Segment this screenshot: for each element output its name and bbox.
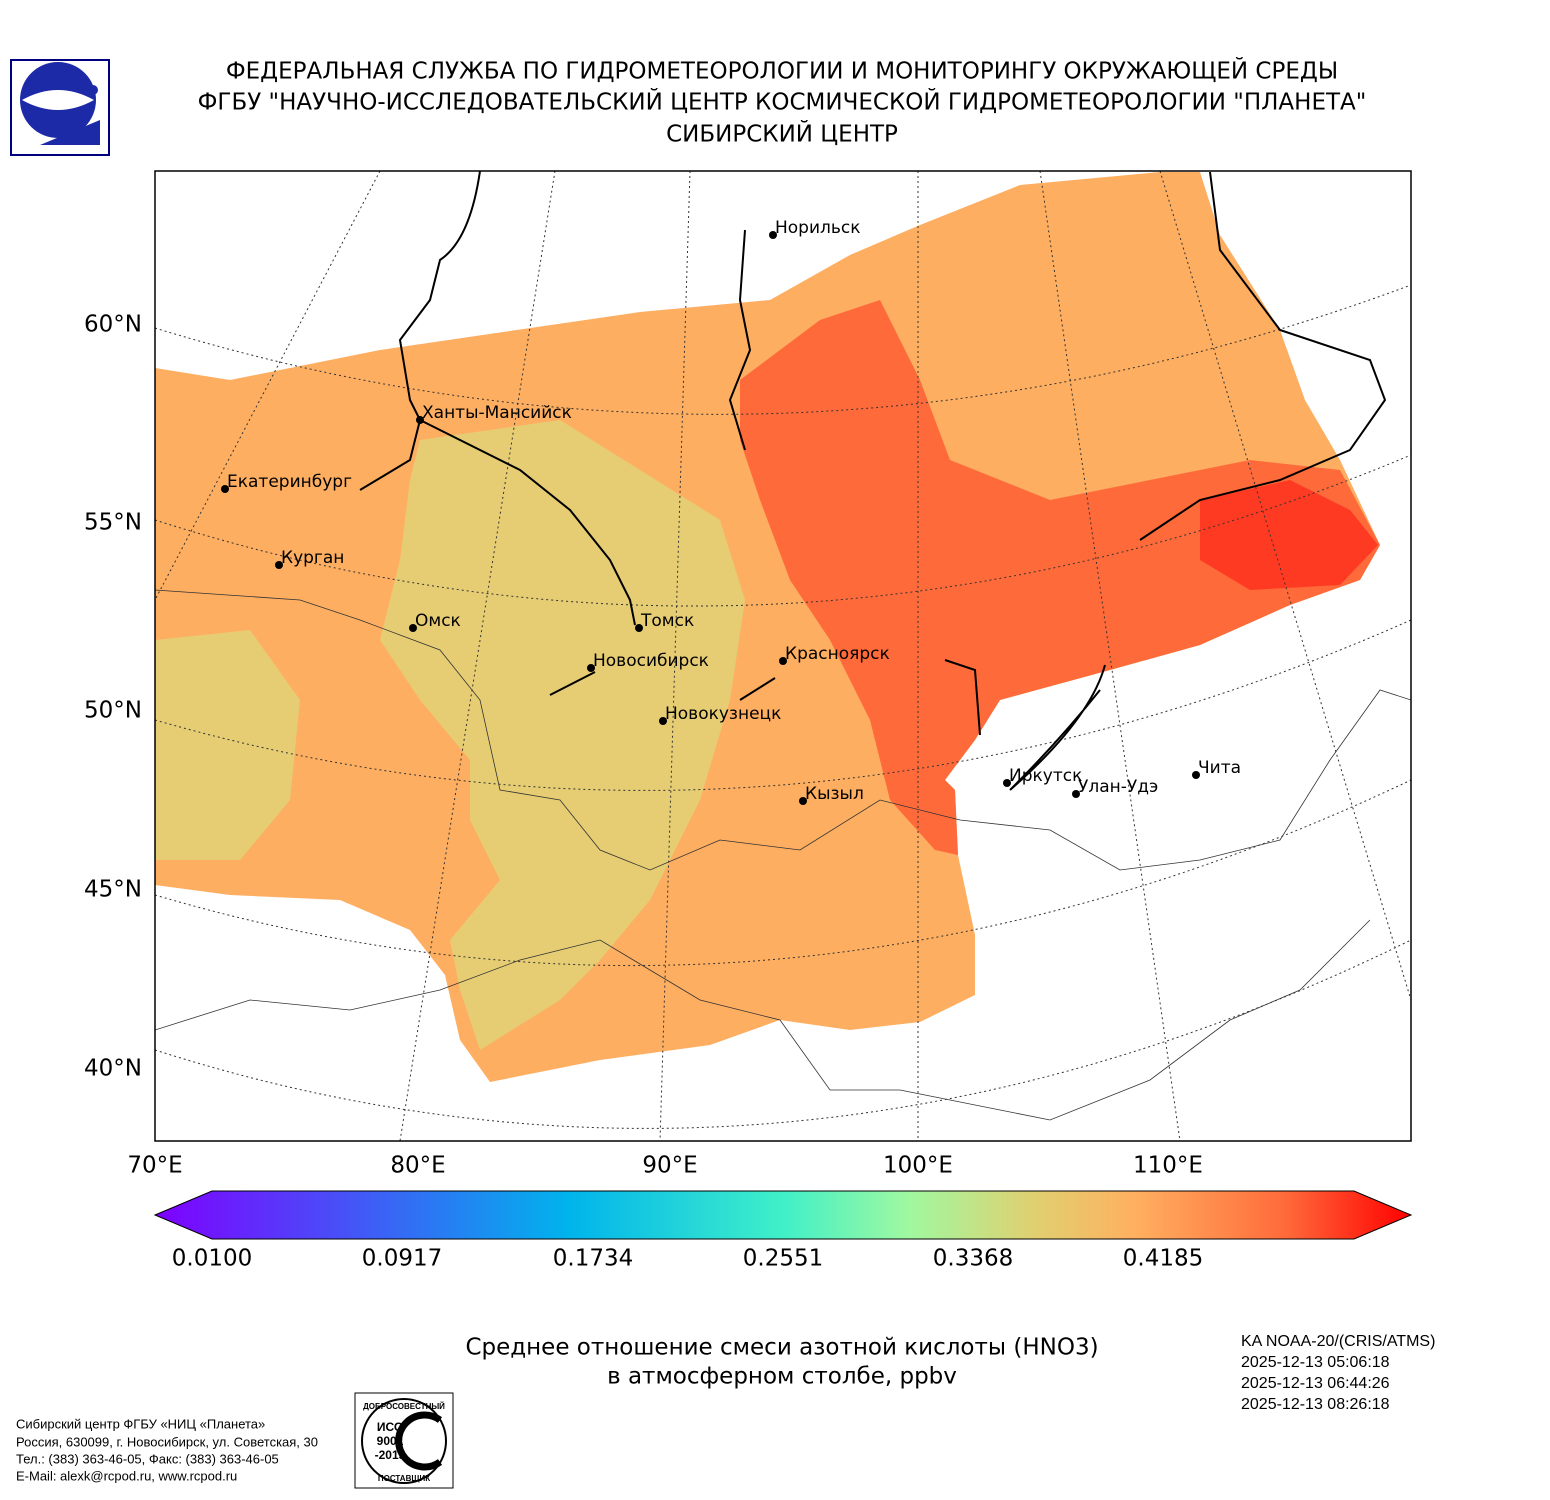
city-label: Екатеринбург xyxy=(227,472,352,492)
colorbar-tick-label: 0.2551 xyxy=(743,1246,823,1272)
colorbar-tick-label: 0.4185 xyxy=(1123,1246,1203,1272)
logo xyxy=(10,59,110,156)
lat-label: 40°N xyxy=(84,1056,142,1082)
iso-top: ДОБРОСОВЕСТНЫЙ xyxy=(363,1402,445,1411)
data-field-low xyxy=(380,420,745,1050)
colorbar-tick-label: 0.1734 xyxy=(553,1246,633,1272)
city-dot xyxy=(275,561,283,569)
colorbar xyxy=(153,1190,1413,1240)
colorbar-tick-label: 0.0100 xyxy=(172,1246,252,1272)
city-label: Кызыл xyxy=(805,784,864,804)
colorbar-tick-label: 0.0917 xyxy=(362,1246,442,1272)
city-dot xyxy=(1072,790,1080,798)
iso-logo: ДОБРОСОВЕСТНЫЙ ИСО 9001 -2015 ПОСТАВЩИК xyxy=(354,1392,454,1489)
iso-text: -2015 xyxy=(375,1448,406,1462)
lon-label: 110°E xyxy=(1133,1153,1203,1179)
footer-line: Россия, 630099, г. Новосибирск, ул. Сове… xyxy=(16,1434,318,1449)
lon-label: 90°E xyxy=(642,1153,697,1179)
footer-line: Сибирский центр ФГБУ «НИЦ «Планета» xyxy=(16,1416,265,1431)
city-dot xyxy=(409,624,417,632)
city-dot xyxy=(1192,771,1200,779)
city-label: Норильск xyxy=(775,218,861,238)
city-label: Новокузнецк xyxy=(665,704,781,724)
data-field-low xyxy=(155,630,300,860)
lat-label: 45°N xyxy=(84,877,142,903)
map-frame xyxy=(154,170,1412,1142)
lat-label: 60°N xyxy=(84,312,142,338)
city-label: Чита xyxy=(1198,758,1241,778)
iso-bottom: ПОСТАВЩИК xyxy=(378,1474,430,1483)
header-line: ФЕДЕРАЛЬНАЯ СЛУЖБА ПО ГИДРОМЕТЕОРОЛОГИИ … xyxy=(226,57,1338,85)
data-field-peak xyxy=(1200,480,1378,590)
graticule xyxy=(155,171,1411,1141)
header-line: ФГБУ "НАУЧНО-ИССЛЕДОВАТЕЛЬСКИЙ ЦЕНТР КОС… xyxy=(198,88,1367,116)
city-dot xyxy=(779,657,787,665)
city-dot xyxy=(1003,779,1011,787)
map-area xyxy=(155,171,1411,1141)
caption: в атмосферном столбе, ppbv xyxy=(607,1364,957,1390)
data-field-high xyxy=(740,300,1380,855)
data-field xyxy=(155,172,1380,1082)
city-dot xyxy=(769,231,777,239)
lon-label: 80°E xyxy=(390,1153,445,1179)
satellite-info: 2025-12-13 05:06:18 xyxy=(1241,1354,1390,1371)
caption: Среднее отношение смеси азотной кислоты … xyxy=(465,1335,1098,1361)
city-dot xyxy=(587,664,595,672)
header-line: СИБИРСКИЙ ЦЕНТР xyxy=(666,120,898,148)
footer-line: E-Mail: alexk@rcpod.ru, www.rcpod.ru xyxy=(16,1468,237,1483)
borders xyxy=(155,589,1411,1121)
lat-label: 50°N xyxy=(84,698,142,724)
satellite-info: 2025-12-13 08:26:18 xyxy=(1241,1396,1390,1413)
lon-label: 100°E xyxy=(883,1153,953,1179)
city-label: Улан-Удэ xyxy=(1078,777,1158,797)
colorbar-tick-label: 0.3368 xyxy=(933,1246,1013,1272)
city-dot xyxy=(799,797,807,805)
city-label: Иркутск xyxy=(1009,766,1082,786)
satellite-info: KA NOAA-20/(CRIS/ATMS) xyxy=(1241,1333,1435,1350)
iso-text: ИСО xyxy=(377,1420,403,1434)
city-label: Ханты-Мансийск xyxy=(422,403,572,423)
iso-text: 9001 xyxy=(377,1434,404,1448)
city-dot xyxy=(635,624,643,632)
city-label: Омск xyxy=(415,611,461,631)
city-label: Курган xyxy=(281,548,344,568)
city-label: Томск xyxy=(640,611,694,631)
city-label: Красноярск xyxy=(785,644,890,664)
lat-label: 55°N xyxy=(84,510,142,536)
city-dot xyxy=(221,485,229,493)
city-dot xyxy=(659,717,667,725)
satellite-info: 2025-12-13 06:44:26 xyxy=(1241,1375,1390,1392)
footer-line: Тел.: (383) 363-46-05, Факс: (383) 363-4… xyxy=(16,1451,279,1466)
city-label: Новосибирск xyxy=(593,651,709,671)
coastlines xyxy=(359,171,1387,791)
lon-label: 70°E xyxy=(127,1153,182,1179)
city-dot xyxy=(416,416,424,424)
